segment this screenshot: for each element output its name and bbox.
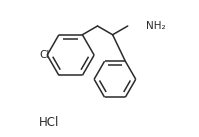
Text: Cl: Cl xyxy=(40,50,50,60)
Text: NH₂: NH₂ xyxy=(146,21,165,31)
Text: HCl: HCl xyxy=(39,116,60,129)
